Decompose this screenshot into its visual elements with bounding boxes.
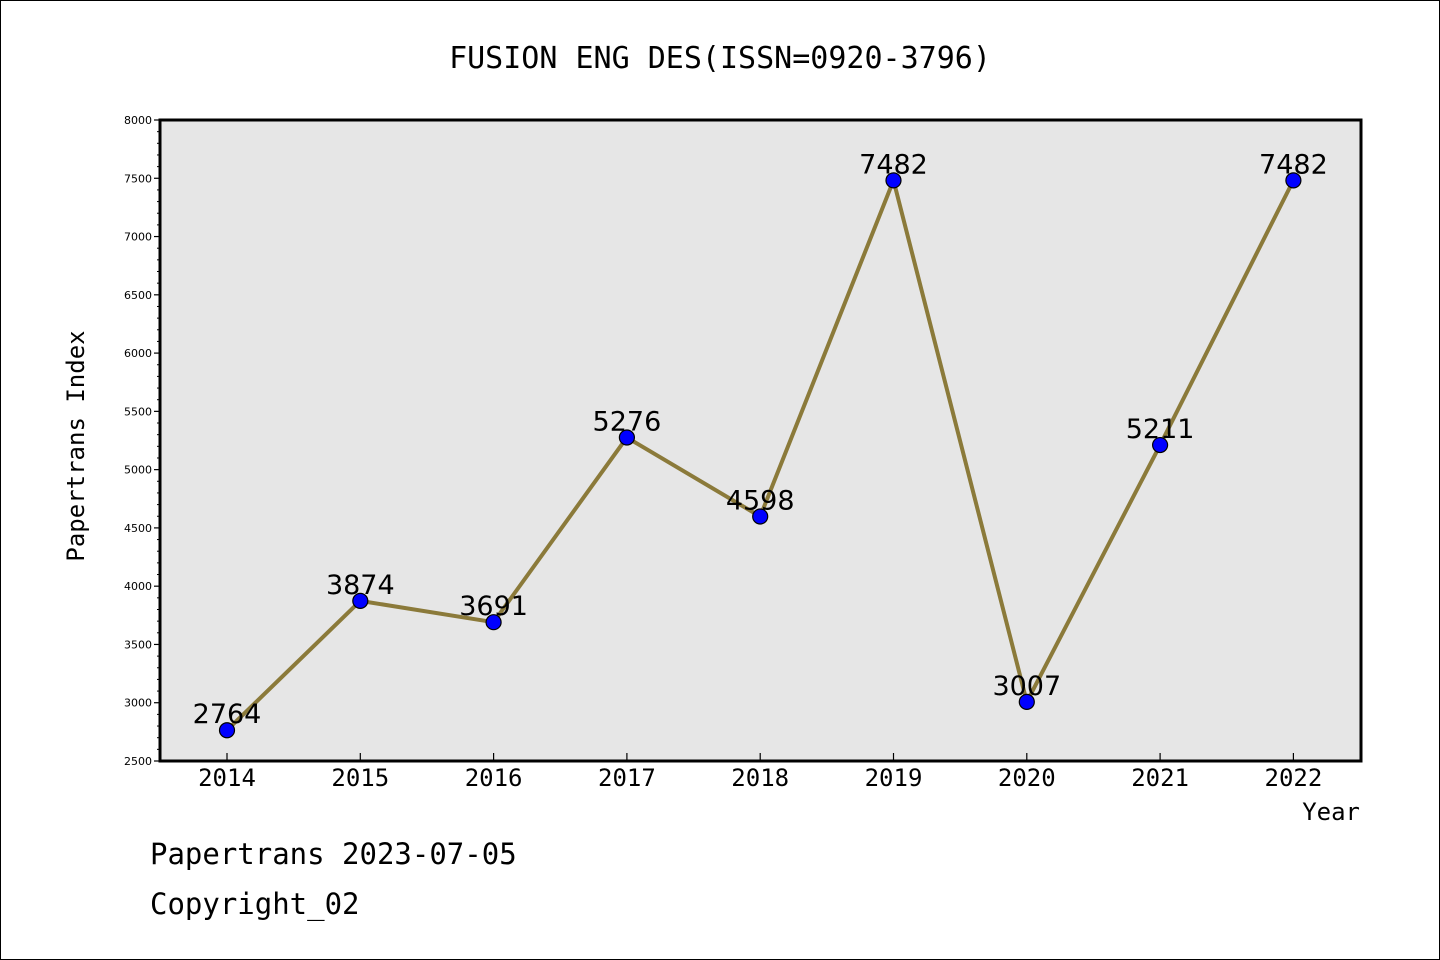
data-label-2022: 7482 (1259, 149, 1328, 180)
data-label-2016: 3691 (459, 591, 528, 622)
y-tick-label-6000: 6000 (124, 347, 152, 360)
y-tick-label-5500: 5500 (124, 405, 152, 418)
data-label-2014: 2764 (193, 699, 262, 730)
data-label-2019: 7482 (859, 149, 928, 180)
chart-title: FUSION ENG DES(ISSN=0920-3796) (449, 41, 991, 76)
data-label-2017: 5276 (593, 406, 662, 437)
x-tick-label-2017: 2017 (598, 764, 656, 792)
data-markers (218, 172, 1302, 739)
x-tick-label-2022: 2022 (1265, 764, 1323, 792)
data-label-2020: 3007 (992, 671, 1061, 702)
data-label-2015: 3874 (326, 570, 395, 601)
x-tick-label-2021: 2021 (1131, 764, 1189, 792)
y-tick-label-4500: 4500 (124, 522, 152, 535)
y-tick-label-6500: 6500 (124, 289, 152, 302)
y-tick-label-2500: 2500 (124, 755, 152, 768)
x-axis: 2014 2015 2016 2017 2018 2019 2020 2021 2022 (198, 753, 1322, 792)
x-tick-label-2018: 2018 (731, 764, 789, 792)
y-tick-label-7000: 7000 (124, 231, 152, 244)
data-point-2022 (1285, 172, 1302, 189)
data-point-2018 (752, 508, 769, 525)
data-point-2016 (485, 614, 502, 631)
y-tick-label-3500: 3500 (124, 638, 152, 651)
y-tick-label-3000: 3000 (124, 697, 152, 710)
y-tick-label-8000: 8000 (124, 114, 152, 127)
y-tick-label-5000: 5000 (124, 464, 152, 477)
data-point-2021 (1151, 436, 1169, 454)
x-tick-label-2016: 2016 (465, 764, 523, 792)
x-tick-label-2015: 2015 (331, 764, 389, 792)
data-point-2017 (618, 429, 636, 446)
x-tick-label-2019: 2019 (865, 764, 923, 792)
data-point-2020 (1018, 693, 1035, 711)
x-tick-label-2014: 2014 (198, 764, 256, 792)
data-point-2015 (352, 592, 369, 609)
data-point-2019 (885, 172, 902, 189)
x-tick-label-2020: 2020 (998, 764, 1056, 792)
data-labels: 2764 3874 3691 5276 4598 7482 3007 5211 7482 (193, 149, 1328, 730)
footer-copyright: Copyright_02 (150, 887, 360, 922)
x-axis-label: Year (1302, 798, 1360, 826)
data-label-2021: 5211 (1126, 414, 1195, 445)
y-tick-label-4000: 4000 (124, 580, 152, 593)
data-point-2014 (218, 722, 236, 739)
data-label-2018: 4598 (726, 485, 795, 516)
y-axis-label: Papertrans Index (62, 330, 90, 561)
y-axis: 2500 3000 3500 4000 4500 5000 5500 6000 6500 7000… (124, 114, 160, 768)
y-tick-label-7500: 7500 (124, 172, 152, 185)
footer-date: Papertrans 2023-07-05 (150, 837, 517, 871)
